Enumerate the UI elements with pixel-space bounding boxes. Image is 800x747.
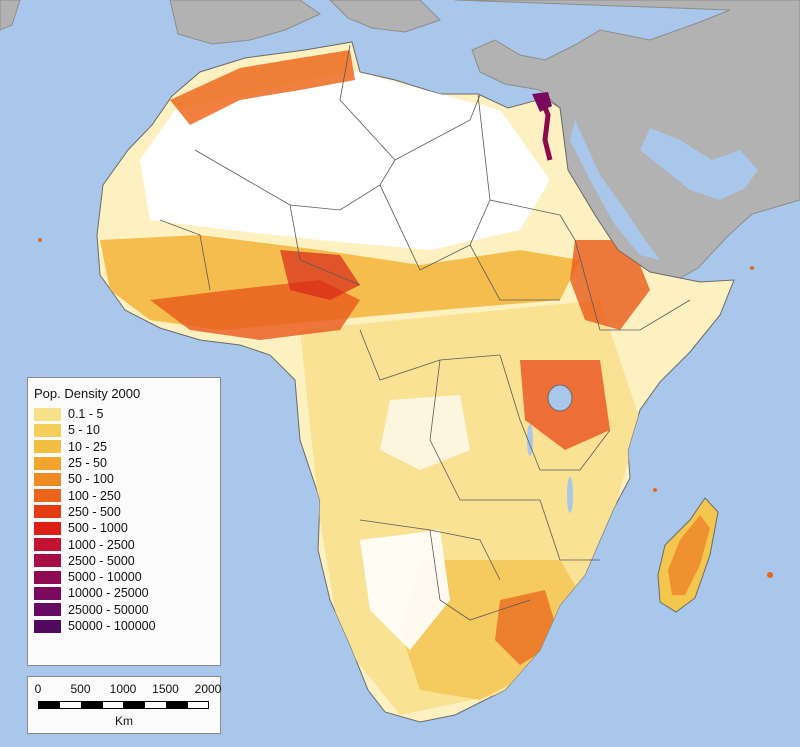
nile-delta (532, 92, 552, 112)
legend-swatch (34, 603, 61, 617)
legend-label: 10 - 25 (68, 439, 107, 454)
legend-item: 0.1 - 5 (34, 406, 220, 422)
legend-item: 5 - 10 (34, 422, 220, 438)
scale-bar: 0 500 1000 1500 2000 Km (27, 676, 221, 734)
scale-segment (59, 701, 82, 709)
scale-tick-label: 500 (70, 682, 91, 696)
legend-item: 25000 - 50000 (34, 602, 220, 618)
legend-swatch (34, 570, 61, 584)
legend-swatch (34, 521, 61, 535)
legend-label: 500 - 1000 (68, 521, 128, 536)
scale-segment (38, 701, 61, 709)
legend-label: 1000 - 2500 (68, 537, 135, 552)
islands (38, 238, 773, 578)
legend-label: 25 - 50 (68, 456, 107, 471)
scale-segment (123, 701, 146, 709)
scale-tick-label: 1000 (109, 682, 137, 696)
legend-swatch (34, 586, 61, 600)
scale-tick-label: 2000 (194, 682, 222, 696)
legend-item: 2500 - 5000 (34, 553, 220, 569)
legend-label: 10000 - 25000 (68, 586, 149, 601)
scale-unit: Km (115, 714, 133, 728)
legend-item: 10000 - 25000 (34, 585, 220, 601)
legend-label: 50 - 100 (68, 472, 114, 487)
legend-label: 2500 - 5000 (68, 553, 135, 568)
legend-item: 50000 - 100000 (34, 618, 220, 634)
scale-tick-label: 1500 (152, 682, 179, 696)
legend-swatch (34, 456, 61, 470)
madagascar-density (668, 515, 710, 595)
legend-label: 5000 - 10000 (68, 570, 142, 585)
legend-item: 250 - 500 (34, 504, 220, 520)
legend-swatch (34, 472, 61, 486)
legend-label: 5 - 10 (68, 423, 100, 438)
legend-item: 5000 - 10000 (34, 569, 220, 585)
legend-label: 25000 - 50000 (68, 602, 149, 617)
legend-item: 1000 - 2500 (34, 536, 220, 552)
legend-label: 0.1 - 5 (68, 407, 104, 422)
legend-label: 100 - 250 (68, 488, 121, 503)
legend-swatch (34, 554, 61, 568)
lake-victoria (547, 384, 573, 412)
legend-swatch (34, 423, 61, 437)
legend-swatch (34, 538, 61, 552)
legend-swatch (34, 619, 61, 633)
legend-item: 500 - 1000 (34, 520, 220, 536)
scale-segment (186, 701, 209, 709)
surrounding-land (0, 0, 800, 286)
legend-item: 25 - 50 (34, 455, 220, 471)
scale-tick-label: 0 (34, 682, 42, 696)
legend-label: 50000 - 100000 (68, 619, 156, 633)
legend-swatch (34, 407, 61, 421)
legend-item: 10 - 25 (34, 439, 220, 455)
scale-segment (165, 701, 188, 709)
lake-malawi (567, 477, 573, 513)
legend-swatch (34, 505, 61, 519)
legend-swatch (34, 489, 61, 503)
legend-swatch (34, 440, 61, 454)
legend-title: Pop. Density 2000 (34, 386, 141, 401)
scale-segment (101, 701, 124, 709)
legend-item: 50 - 100 (34, 471, 220, 487)
inland-seas (415, 30, 758, 260)
scale-segment (80, 701, 103, 709)
country-borders (159, 44, 691, 621)
legend-item: 100 - 250 (34, 487, 220, 503)
legend-label: 250 - 500 (68, 504, 121, 519)
scale-segment (144, 701, 167, 709)
